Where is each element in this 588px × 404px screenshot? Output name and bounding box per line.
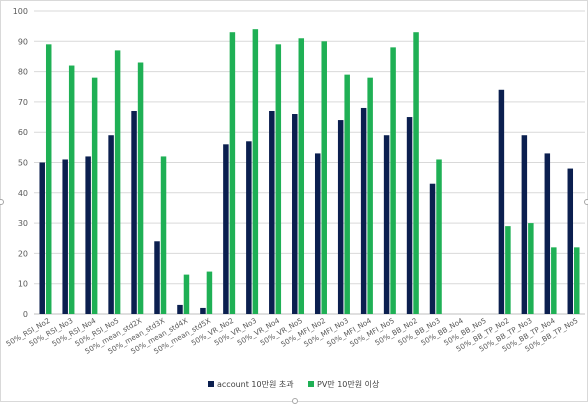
bar-pv: [91, 77, 98, 314]
bar-pv: [551, 247, 557, 314]
bar-pv: [252, 29, 259, 315]
bar-pv: [321, 41, 327, 315]
resize-handle-right[interactable]: [584, 199, 588, 205]
bar-account: [544, 153, 551, 314]
y-tick-label: 80: [18, 68, 28, 77]
y-tick-label: 60: [18, 128, 28, 137]
bar-pv: [275, 44, 282, 315]
bar-pv: [390, 47, 396, 315]
y-tick-label: 30: [18, 219, 28, 228]
bar-account: [498, 89, 505, 314]
legend: account 10만원 초과 PV만 10만원 이상: [208, 379, 380, 389]
bar-pv: [505, 226, 511, 314]
bar-pv: [413, 32, 419, 315]
y-tick-label: 10: [18, 280, 28, 289]
bar-pv: [137, 62, 144, 315]
y-tick-label: 0: [23, 310, 28, 319]
bar-pv: [344, 74, 350, 314]
legend-entry: PV만 10만원 이상: [317, 379, 380, 389]
bar-pv: [45, 44, 52, 315]
resize-handle-left[interactable]: [0, 199, 4, 205]
bar-account: [85, 156, 91, 314]
bar-account: [360, 107, 367, 315]
y-tick-label: 20: [18, 249, 28, 258]
bar-pv: [206, 271, 213, 314]
y-tick-label: 70: [18, 98, 28, 107]
bar-pv: [160, 156, 167, 314]
y-tick-label: 40: [18, 189, 28, 198]
bar-account: [200, 307, 206, 314]
bar-account: [429, 183, 436, 314]
gridlines: [34, 10, 585, 315]
bar-pv: [298, 38, 305, 315]
bar-pv: [528, 223, 534, 314]
bar-account: [223, 144, 229, 314]
bar-pv: [367, 77, 373, 314]
bar-account: [567, 168, 574, 314]
y-tick-label: 50: [18, 159, 28, 168]
bar-pv: [229, 32, 236, 315]
legend-swatch: [308, 381, 314, 387]
bar-pv: [436, 159, 442, 314]
bar-account: [337, 120, 344, 314]
bar-account: [154, 241, 160, 314]
y-axis-ticks: 0 10 20 30 40 50 60 70 80 90 100: [13, 7, 28, 319]
legend-swatch: [208, 381, 214, 387]
bars: [39, 29, 580, 315]
bar-account: [292, 114, 298, 315]
bar-account: [246, 141, 252, 314]
legend-entry: account 10만원 초과: [217, 380, 294, 389]
bar-account: [62, 159, 68, 314]
bar-account: [39, 162, 45, 314]
bar-account: [383, 135, 390, 314]
bar-pv: [114, 50, 121, 314]
bar-pv: [183, 274, 190, 314]
bar-account: [108, 135, 114, 314]
bar-account: [314, 153, 321, 314]
bar-account: [131, 110, 137, 315]
x-axis-labels: 50%_RSI_No250%_RSI_No350%_RSI_No450%_RSI…: [4, 316, 579, 356]
bar-pv: [68, 65, 75, 314]
y-tick-label: 100: [13, 7, 28, 16]
bar-account: [406, 117, 413, 314]
y-tick-label: 90: [18, 37, 28, 46]
bar-account: [269, 110, 275, 315]
bar-account: [177, 304, 183, 314]
bar-account: [521, 135, 528, 314]
bar-pv: [574, 247, 580, 314]
